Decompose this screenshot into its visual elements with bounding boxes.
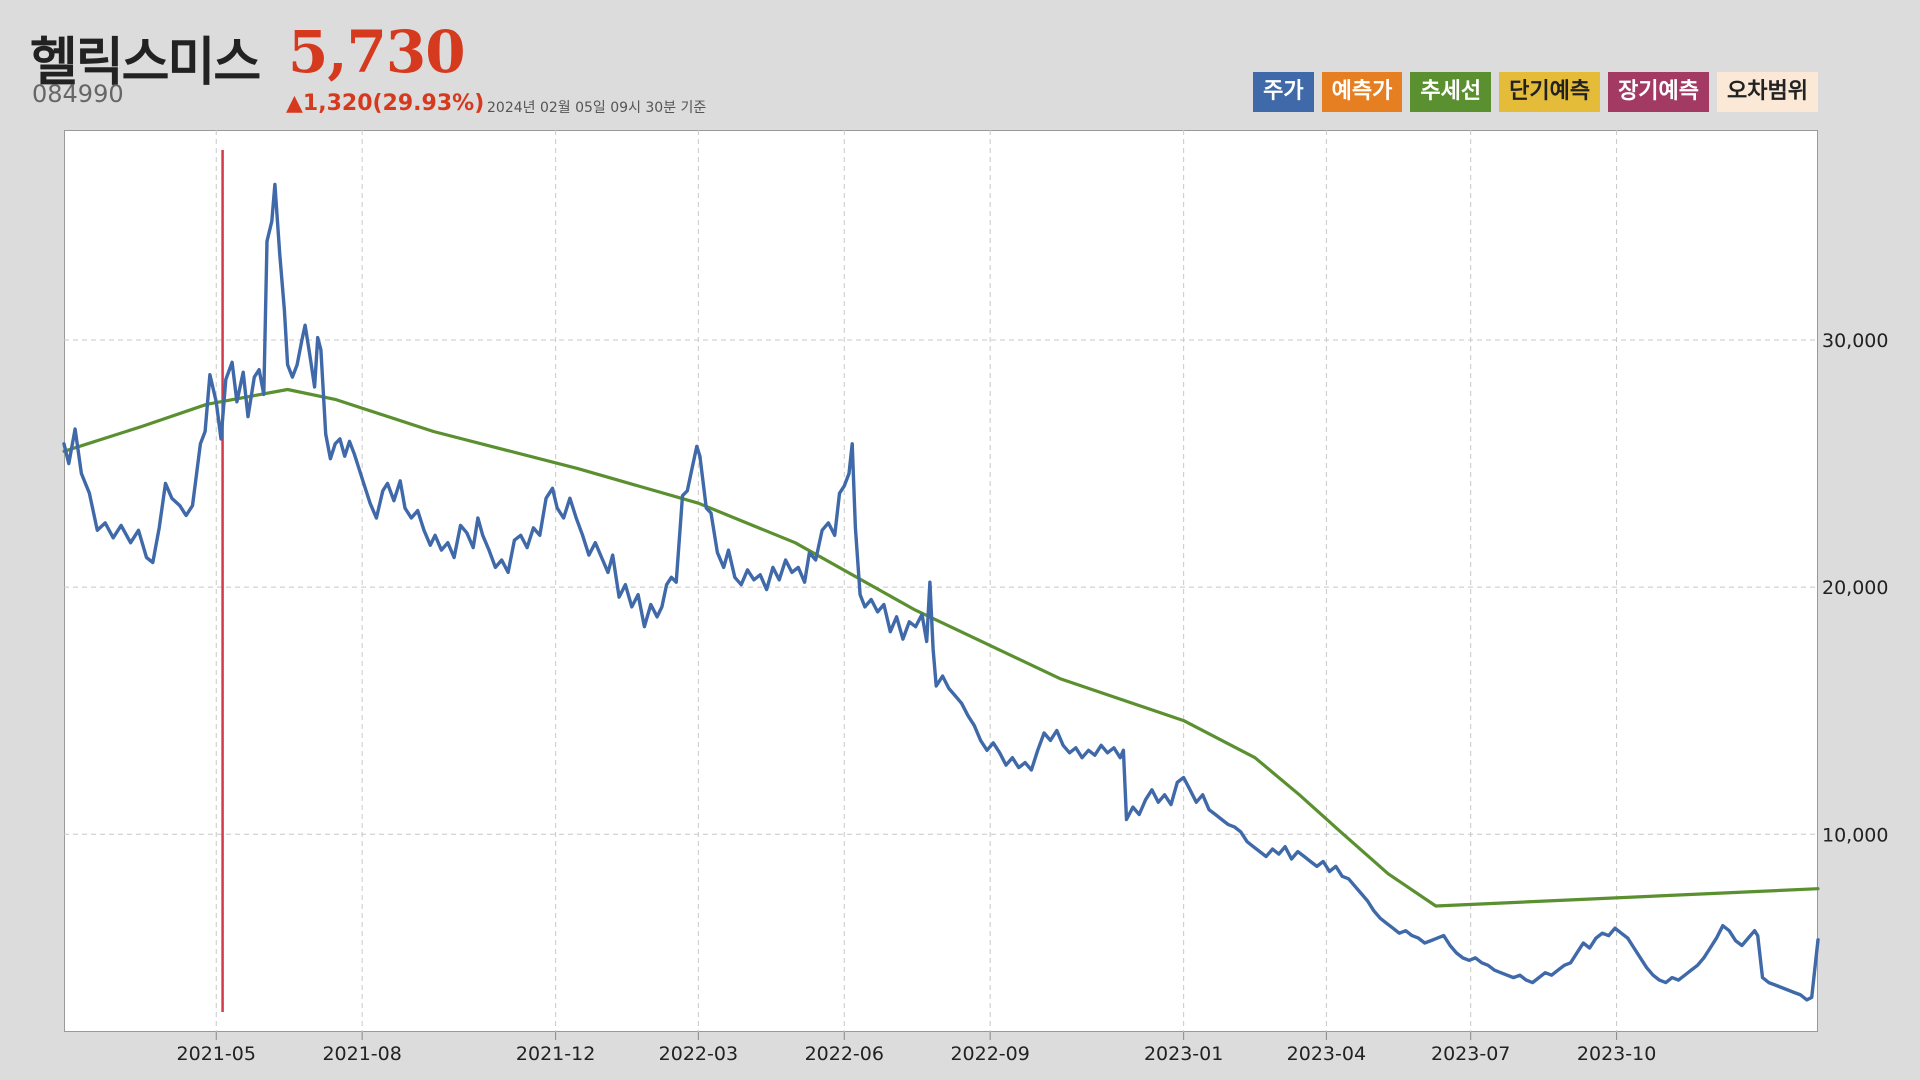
y-tick-label: 10,000	[1822, 824, 1888, 846]
price-series-line	[62, 182, 1820, 1002]
y-tick-label: 20,000	[1822, 577, 1888, 599]
price-change: ▲1,320(29.93%)	[286, 91, 485, 116]
legend-item-price[interactable]: 주가	[1253, 72, 1314, 112]
x-tick-label: 2021-12	[516, 1043, 595, 1065]
legend: 주가 예측가 추세선 단기예측 장기예측 오차범위	[1253, 72, 1818, 112]
stock-price: 5,730	[288, 18, 466, 86]
y-tick-label: 30,000	[1822, 330, 1888, 352]
x-tick-label: 2023-10	[1577, 1043, 1656, 1065]
trend-series-line	[62, 387, 1820, 908]
legend-item-trend[interactable]: 추세선	[1410, 72, 1492, 112]
x-tick-label: 2023-01	[1144, 1043, 1223, 1065]
timestamp: 2024년 02월 05일 09시 30분 기준	[487, 100, 707, 116]
stock-code: 084990	[32, 80, 124, 108]
stock-name: 헬릭스미스	[30, 33, 261, 93]
chart-area	[64, 130, 1818, 1032]
x-tick-label: 2021-05	[177, 1043, 256, 1065]
x-tick-label: 2023-04	[1287, 1043, 1366, 1065]
x-tick-label: 2023-07	[1431, 1043, 1510, 1065]
legend-item-long-term[interactable]: 장기예측	[1608, 72, 1710, 112]
x-tick-label: 2022-03	[659, 1043, 738, 1065]
x-tick-label: 2022-09	[950, 1043, 1029, 1065]
x-tick-label: 2021-08	[322, 1043, 401, 1065]
legend-item-forecast[interactable]: 예측가	[1321, 72, 1403, 112]
legend-item-error-range[interactable]: 오차범위	[1717, 72, 1818, 112]
x-tick-label: 2022-06	[805, 1043, 884, 1065]
legend-item-short-term[interactable]: 단기예측	[1499, 72, 1601, 112]
